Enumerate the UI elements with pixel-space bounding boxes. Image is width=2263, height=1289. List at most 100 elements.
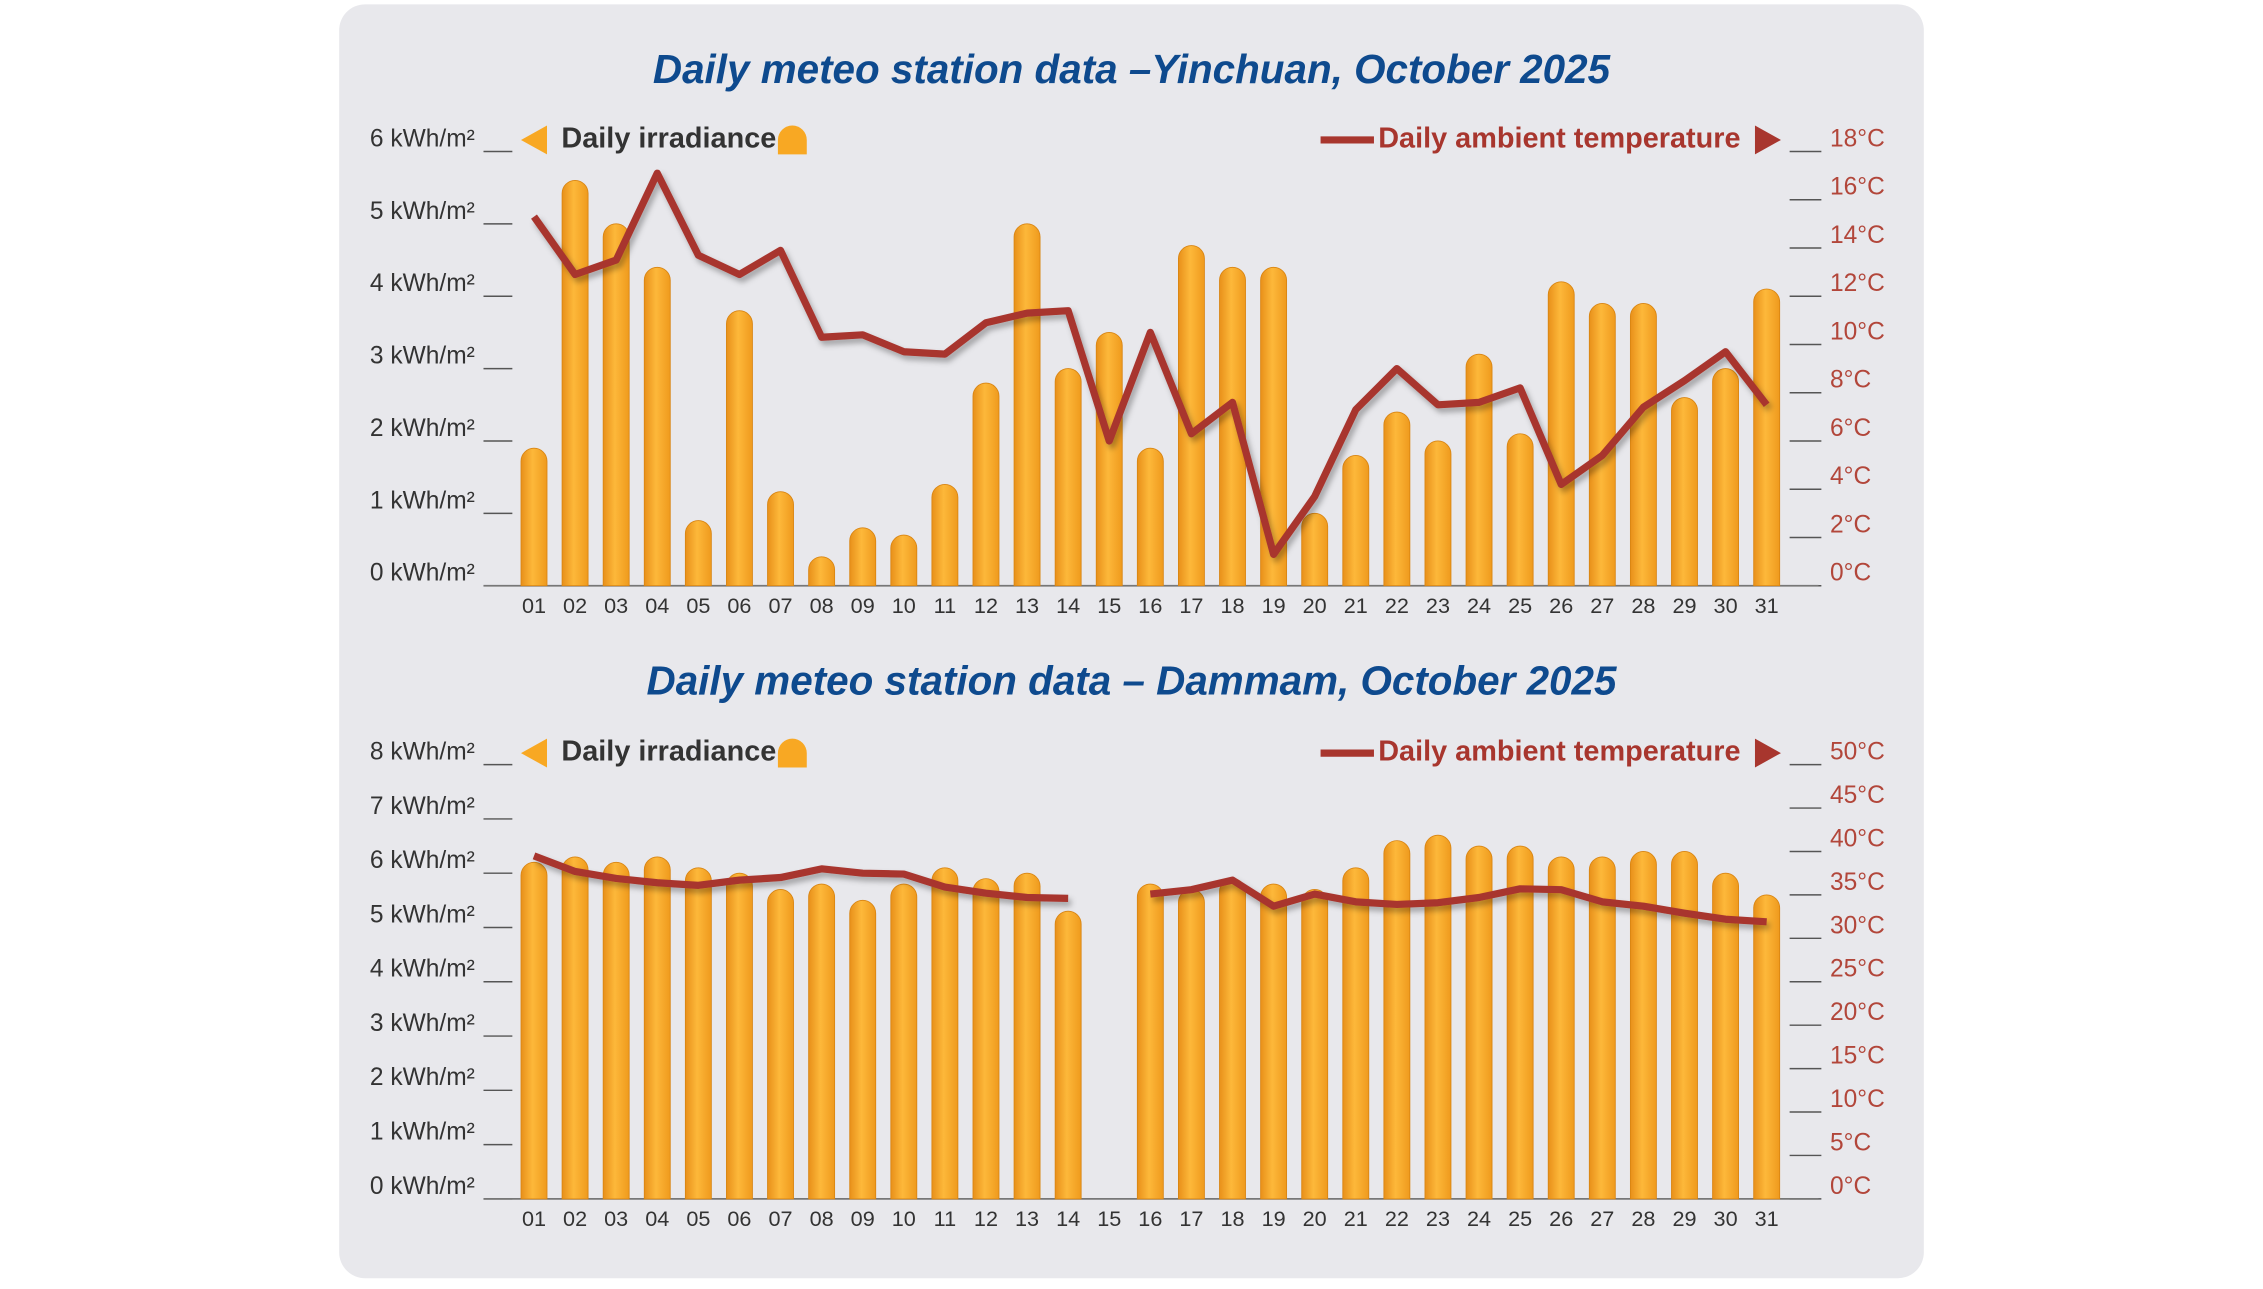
y2-tick-label: 20°C (1830, 999, 1885, 1026)
y2-tick-label: 18°C (1830, 125, 1885, 152)
x-tick-label: 04 (645, 593, 669, 618)
bar (726, 310, 753, 587)
bar (1383, 840, 1411, 1200)
y2-tick-label: 14°C (1830, 222, 1885, 249)
bar (520, 447, 548, 587)
chart-title: Daily meteo station data – Dammam, Octob… (647, 658, 1617, 704)
bar (1629, 303, 1657, 587)
bar (1301, 889, 1329, 1200)
y2-tick-label: 15°C (1830, 1043, 1885, 1070)
x-tick-label: 05 (686, 1206, 710, 1231)
x-tick-label: 22 (1385, 1206, 1409, 1231)
bar (1013, 223, 1041, 587)
legend-label: Daily ambient temperature (1378, 736, 1740, 768)
x-tick-label: 03 (604, 593, 628, 618)
chart-title: Daily meteo station data –Yinchuan, Octo… (653, 46, 1611, 92)
bar (643, 856, 671, 1200)
x-tick-label: 15 (1097, 1206, 1121, 1231)
y2-tick-label: 50°C (1830, 739, 1885, 766)
x-tick-label: 08 (810, 593, 834, 618)
x-tick-label: 18 (1220, 593, 1244, 618)
y2-tick-label: 2°C (1830, 511, 1871, 538)
bar (808, 883, 836, 1200)
bar (684, 520, 712, 587)
x-tick-label: 02 (563, 593, 587, 618)
y-tick-label: 1 kWh/m² (370, 487, 475, 514)
bar (561, 180, 589, 587)
y-tick-label: 1 kWh/m² (370, 1119, 475, 1146)
y-tick-label: 2 kWh/m² (370, 415, 475, 442)
legend-swatch (777, 125, 807, 155)
bar (1588, 303, 1616, 587)
x-tick-label: 25 (1508, 593, 1532, 618)
x-tick-label: 07 (768, 593, 792, 618)
y-tick-label: 2 kWh/m² (370, 1064, 475, 1091)
x-tick-label: 14 (1056, 593, 1080, 618)
x-tick-label: 15 (1097, 593, 1121, 618)
bar (1588, 856, 1616, 1200)
x-tick-label: 01 (522, 1206, 546, 1231)
y-tick-label: 3 kWh/m² (370, 343, 475, 370)
legend-label: Daily irradiance (561, 736, 776, 768)
bar (1629, 851, 1657, 1200)
bar (1465, 353, 1493, 587)
x-tick-label: 29 (1672, 593, 1696, 618)
y-tick-label: 0 kWh/m² (370, 560, 475, 587)
x-tick-label: 13 (1015, 1206, 1039, 1231)
y-tick-label: 5 kWh/m² (370, 198, 475, 225)
bar (1178, 889, 1205, 1200)
x-tick-label: 05 (686, 593, 710, 618)
bar (1260, 266, 1288, 587)
bar (1342, 867, 1370, 1200)
x-tick-label: 11 (934, 593, 956, 618)
bar (1547, 856, 1575, 1200)
x-tick-label: 24 (1467, 593, 1491, 618)
bar (1547, 281, 1575, 587)
bar (1383, 411, 1411, 587)
bar (931, 867, 959, 1200)
bar (1753, 894, 1781, 1200)
bar (1506, 433, 1534, 587)
x-tick-label: 09 (851, 593, 875, 618)
bar (849, 899, 877, 1200)
x-tick-label: 17 (1179, 1206, 1203, 1231)
y2-tick-label: 0°C (1830, 560, 1871, 587)
x-tick-label: 31 (1755, 593, 1779, 618)
x-tick-label: 12 (974, 1206, 998, 1231)
y2-tick-label: 6°C (1830, 415, 1871, 442)
x-tick-label: 26 (1549, 1206, 1573, 1231)
y-tick-label: 0 kWh/m² (370, 1173, 475, 1200)
x-tick-label: 12 (974, 593, 998, 618)
x-tick-label: 27 (1590, 1206, 1614, 1231)
y2-tick-label: 4°C (1830, 463, 1871, 490)
bar (1095, 331, 1123, 587)
bar (972, 878, 1000, 1200)
bar (1219, 266, 1246, 587)
bar (1424, 440, 1452, 587)
bar (1136, 883, 1164, 1200)
x-tick-label: 21 (1344, 1206, 1368, 1231)
bar (1712, 368, 1740, 587)
legend-label: Daily ambient temperature (1378, 123, 1740, 155)
x-tick-label: 28 (1631, 1206, 1655, 1231)
x-tick-label: 28 (1631, 593, 1655, 618)
bar (602, 861, 630, 1200)
y2-tick-label: 8°C (1830, 367, 1871, 394)
bar (520, 861, 548, 1200)
bar (561, 856, 589, 1200)
bar (1219, 878, 1246, 1200)
y2-tick-label: 35°C (1830, 869, 1885, 896)
temperature-line (531, 169, 1770, 558)
y-tick-label: 4 kWh/m² (370, 270, 475, 297)
y2-tick-label: 25°C (1830, 956, 1885, 983)
bar (1465, 845, 1493, 1200)
y2-tick-label: 16°C (1830, 174, 1885, 201)
x-tick-label: 20 (1303, 1206, 1327, 1231)
x-tick-label: 07 (768, 1206, 792, 1231)
legend-arrow (1754, 125, 1781, 155)
x-tick-label: 19 (1262, 593, 1286, 618)
y2-tick-label: 45°C (1830, 782, 1885, 809)
x-tick-label: 19 (1262, 1206, 1286, 1231)
legend-swatch (777, 738, 807, 768)
